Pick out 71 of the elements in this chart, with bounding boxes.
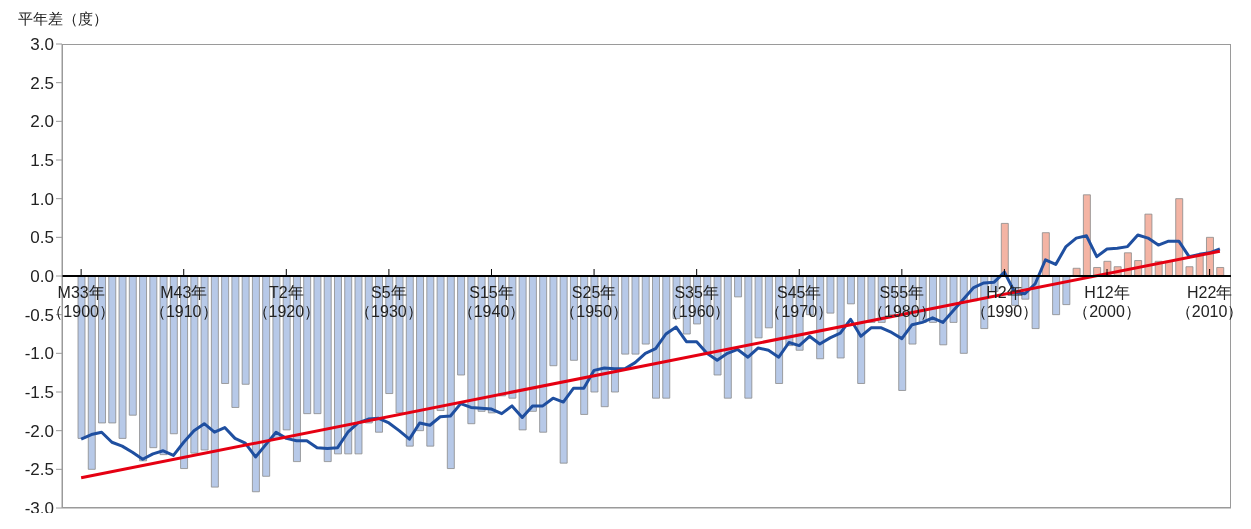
- x-tick-label: M43年（1910）: [149, 284, 218, 320]
- x-tick-label: S45年（1970）: [765, 284, 834, 320]
- bar: [539, 275, 548, 433]
- y-tick-label: -0.5: [24, 305, 54, 325]
- bar: [128, 275, 137, 416]
- bar: [959, 275, 968, 354]
- bar: [426, 275, 435, 447]
- x-tick-label: H22年（2010）: [1175, 284, 1244, 320]
- bar: [652, 275, 660, 399]
- bar: [334, 275, 342, 455]
- y-tick-label: 0.5: [30, 228, 54, 248]
- bar: [1175, 198, 1184, 277]
- bar: [364, 275, 373, 424]
- bar: [446, 275, 455, 469]
- y-tick-label: -1.0: [24, 344, 54, 364]
- x-tick-label: S35年（1960）: [662, 284, 731, 320]
- bar: [559, 275, 568, 464]
- bar: [1052, 275, 1060, 316]
- bar: [662, 275, 671, 399]
- bar: [118, 275, 127, 439]
- bar: [631, 275, 640, 355]
- bar: [354, 275, 363, 455]
- bar: [149, 275, 158, 449]
- bar: [754, 275, 763, 339]
- x-tick-label: S25年（1950）: [560, 284, 628, 320]
- y-tick-label: 2.5: [30, 73, 54, 93]
- bar: [139, 275, 147, 462]
- bar: [867, 275, 876, 323]
- x-tick-label: S5年（1930）: [355, 284, 423, 320]
- bar: [764, 275, 773, 329]
- y-tick-label: 2.0: [30, 112, 54, 132]
- bar: [303, 275, 312, 415]
- bar: [836, 275, 845, 359]
- bar: [108, 275, 117, 424]
- bar: [252, 275, 260, 493]
- bar: [323, 275, 332, 462]
- bar: [549, 275, 558, 367]
- bar: [436, 275, 445, 411]
- bar: [221, 275, 230, 384]
- bar: [1082, 194, 1091, 277]
- bar: [621, 275, 630, 355]
- bar: [1000, 223, 1009, 277]
- y-tick-label: -2.0: [24, 421, 54, 441]
- x-tick-label: H12年（2000）: [1073, 284, 1141, 320]
- y-tick-label: 3.0: [30, 35, 54, 55]
- bar: [641, 275, 650, 345]
- y-tick-label: -1.5: [24, 383, 54, 403]
- bar: [210, 275, 219, 488]
- bar: [734, 275, 742, 298]
- bar: [1185, 266, 1194, 277]
- bar: [313, 275, 322, 415]
- bar: [723, 275, 732, 399]
- y-tick-label: 0.0: [30, 267, 54, 287]
- y-tick-label: 1.5: [30, 151, 54, 171]
- bar: [1206, 236, 1214, 277]
- bar: [457, 275, 465, 376]
- bar: [405, 275, 414, 447]
- bar: [262, 275, 271, 477]
- bar: [826, 275, 835, 314]
- y-tick-label: 1.0: [30, 189, 54, 209]
- bar: [416, 275, 424, 432]
- bar: [857, 275, 866, 384]
- bar: [744, 275, 753, 399]
- bar: [1072, 267, 1081, 277]
- bar: [528, 275, 537, 412]
- y-axis-title: 平年差（度）: [18, 10, 108, 29]
- x-tick-label: S15年（1940）: [457, 284, 526, 320]
- bar: [344, 275, 353, 455]
- bar: [847, 275, 855, 305]
- x-tick-label: T2年（1920）: [252, 284, 321, 320]
- y-tick-label: -2.5: [24, 460, 54, 480]
